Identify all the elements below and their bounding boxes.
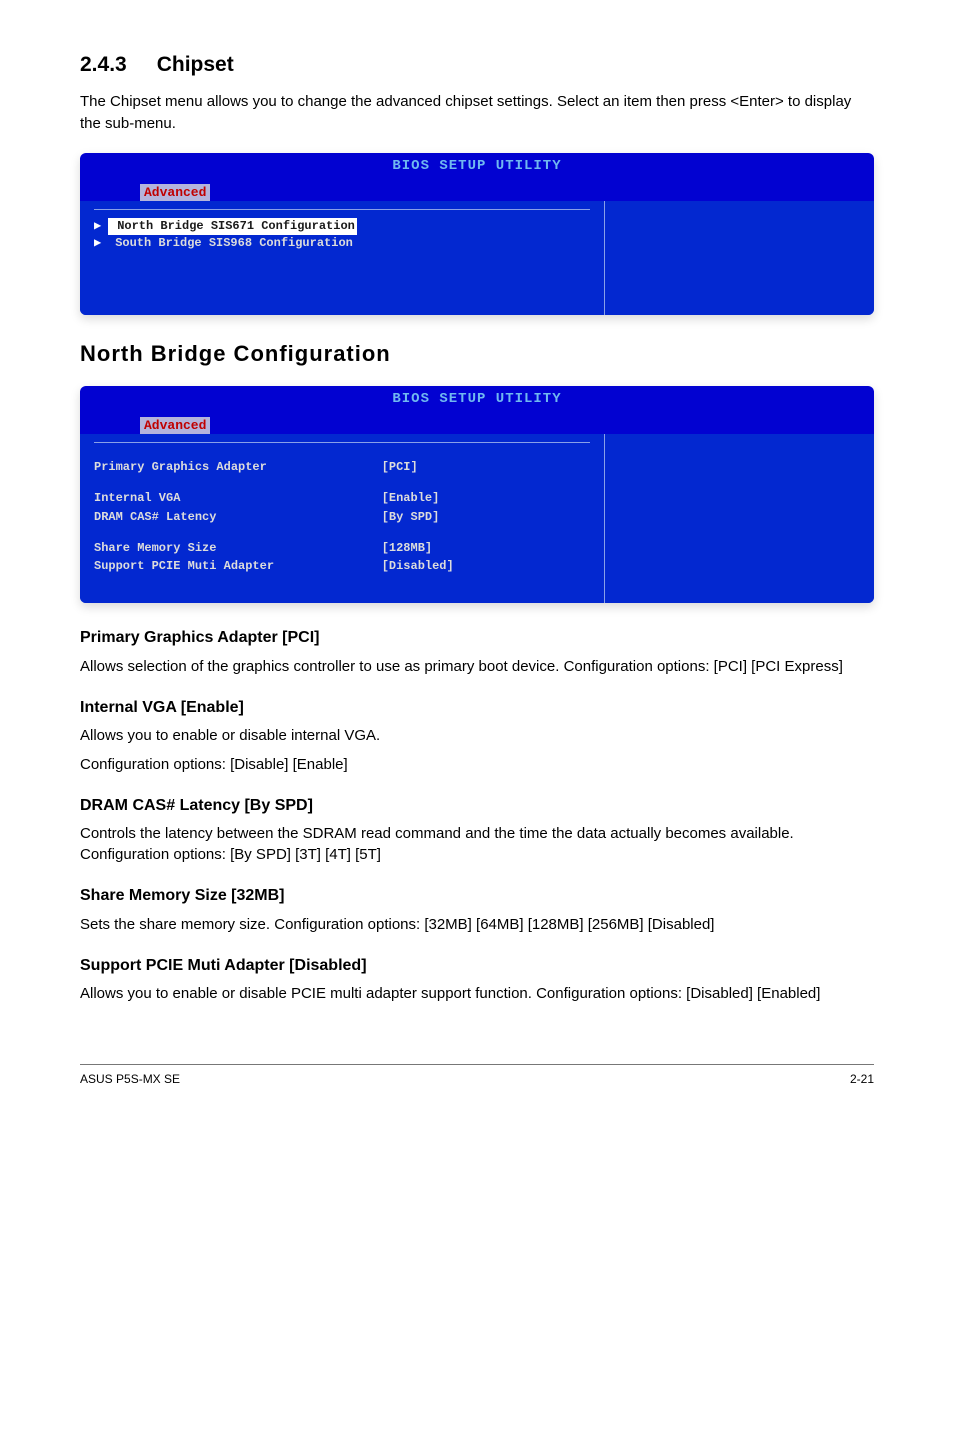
bios-panel-chipset: BIOS SETUP UTILITY Advanced ▶ North Brid…: [80, 153, 874, 316]
subsection-paragraph: Configuration options: [Disable] [Enable…: [80, 754, 874, 775]
bios-field-value: [Disabled]: [382, 558, 590, 575]
bios-field-row[interactable]: Internal VGA[Enable]: [94, 490, 590, 507]
bios-field-label: Support PCIE Muti Adapter: [94, 558, 382, 575]
subsection-paragraph: Allows you to enable or disable internal…: [80, 725, 874, 746]
bios-field-label: DRAM CAS# Latency: [94, 509, 382, 526]
submenu-arrow-icon: ▶: [94, 235, 108, 252]
subsection-heading: Primary Graphics Adapter [PCI]: [80, 627, 874, 649]
bios-field-value: [By SPD]: [382, 509, 590, 526]
section-title: Chipset: [157, 53, 234, 76]
bios-title: BIOS SETUP UTILITY: [80, 390, 874, 410]
bios-field-label: Primary Graphics Adapter: [94, 459, 382, 476]
bios-left-pane: Primary Graphics Adapter[PCI]Internal VG…: [80, 434, 604, 603]
bios-divider: [94, 209, 590, 210]
bios-right-pane: [604, 201, 874, 316]
bios-divider: [94, 442, 590, 443]
bios-left-pane: ▶ North Bridge SIS671 Configuration▶ Sou…: [80, 201, 604, 316]
subsection-paragraph: Allows you to enable or disable PCIE mul…: [80, 983, 874, 1004]
page-footer: ASUS P5S-MX SE 2-21: [80, 1064, 874, 1088]
bios-body: Primary Graphics Adapter[PCI]Internal VG…: [80, 434, 874, 603]
section-heading: 2.4.3 Chipset: [80, 50, 874, 79]
bios-title: BIOS SETUP UTILITY: [80, 157, 874, 177]
bios-field-label: Internal VGA: [94, 490, 382, 507]
subsection-paragraph: Allows selection of the graphics control…: [80, 656, 874, 677]
subsection-heading: DRAM CAS# Latency [By SPD]: [80, 795, 874, 817]
submenu-arrow-icon: ▶: [94, 218, 108, 235]
bios-header: BIOS SETUP UTILITY: [80, 153, 874, 181]
bios-field-row[interactable]: Primary Graphics Adapter[PCI]: [94, 459, 590, 476]
subsection-paragraph: Sets the share memory size. Configuratio…: [80, 914, 874, 935]
bios-field-row[interactable]: Share Memory Size[128MB]: [94, 540, 590, 557]
bios-panel-north-bridge: BIOS SETUP UTILITY Advanced Primary Grap…: [80, 386, 874, 603]
bios-menu-item[interactable]: ▶ North Bridge SIS671 Configuration: [94, 218, 590, 235]
bios-field-value: [PCI]: [382, 459, 590, 476]
section-number: 2.4.3: [80, 50, 127, 79]
footer-right: 2-21: [850, 1071, 874, 1088]
bios-field-value: [Enable]: [382, 490, 590, 507]
intro-paragraph: The Chipset menu allows you to change th…: [80, 91, 874, 135]
bios-tab-row: Advanced: [80, 181, 874, 201]
bios-menu-label: North Bridge SIS671 Configuration: [108, 218, 357, 235]
bios-header: BIOS SETUP UTILITY: [80, 386, 874, 414]
subsection-heading: Share Memory Size [32MB]: [80, 885, 874, 907]
bios-tab-row: Advanced: [80, 414, 874, 434]
bios-field-row[interactable]: Support PCIE Muti Adapter[Disabled]: [94, 558, 590, 575]
bios-right-pane: [604, 434, 874, 603]
subsection-paragraph: Controls the latency between the SDRAM r…: [80, 823, 874, 865]
subsection-heading: Support PCIE Muti Adapter [Disabled]: [80, 955, 874, 977]
north-bridge-heading: North Bridge Configuration: [80, 339, 874, 370]
bios-menu-item[interactable]: ▶ South Bridge SIS968 Configuration: [94, 235, 590, 252]
bios-field-label: Share Memory Size: [94, 540, 382, 557]
bios-menu-label: South Bridge SIS968 Configuration: [108, 235, 353, 252]
bios-field-value: [128MB]: [382, 540, 590, 557]
footer-left: ASUS P5S-MX SE: [80, 1071, 180, 1088]
bios-body: ▶ North Bridge SIS671 Configuration▶ Sou…: [80, 201, 874, 316]
bios-field-row[interactable]: DRAM CAS# Latency[By SPD]: [94, 509, 590, 526]
subsection-heading: Internal VGA [Enable]: [80, 697, 874, 719]
